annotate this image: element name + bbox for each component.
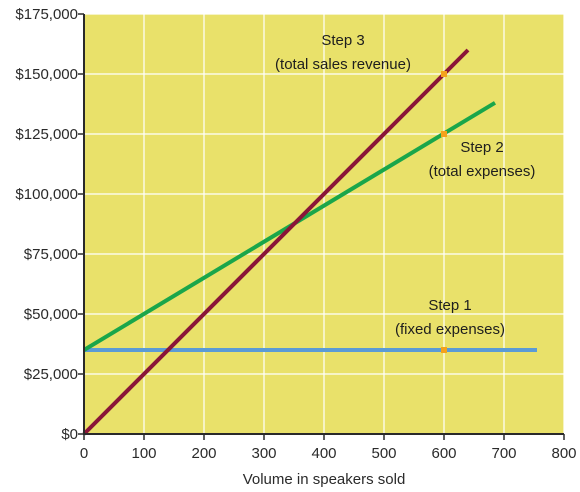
y-tick-label: $0 — [61, 426, 78, 443]
series-line-revenue — [82, 48, 470, 436]
annotation-line: Step 3 — [321, 32, 364, 49]
y-tick-label: $25,000 — [24, 366, 78, 383]
series-lines — [82, 48, 537, 436]
annotation-line: (total expenses) — [429, 163, 536, 180]
x-tick-label: 300 — [251, 445, 276, 462]
y-tick-label: $150,000 — [15, 66, 78, 83]
axes — [78, 13, 565, 440]
x-axis-label: Volume in speakers sold — [243, 471, 406, 488]
data-marker — [441, 71, 447, 77]
data-marker — [441, 131, 447, 137]
x-tick-label: 0 — [80, 445, 88, 462]
annotation-line: (total sales revenue) — [275, 56, 411, 73]
x-tick-label: 400 — [311, 445, 336, 462]
annotation-step1: Step 1 (fixed expenses) — [395, 297, 505, 338]
grid — [84, 13, 565, 434]
y-tick-label: $75,000 — [24, 246, 78, 263]
x-tick-label: 800 — [551, 445, 576, 462]
y-tick-label: $100,000 — [15, 186, 78, 203]
x-tick-label: 600 — [431, 445, 456, 462]
y-tick-label: $50,000 — [24, 306, 78, 323]
x-tick-labels: 0 100 200 300 400 500 600 700 800 — [80, 445, 577, 462]
annotation-line: Step 2 — [460, 139, 503, 156]
annotation-step3: Step 3 (total sales revenue) — [275, 32, 411, 73]
y-tick-label: $125,000 — [15, 126, 78, 143]
step-annotations: Step 1 (fixed expenses) Step 2 (total expen… — [275, 32, 535, 338]
y-tick-labels: $0 $25,000 $50,000 $75,000 $100,000 $125,000 $… — [15, 6, 78, 443]
annotation-line: Step 1 — [428, 297, 471, 314]
x-tick-label: 500 — [371, 445, 396, 462]
annotation-step2: Step 2 (total expenses) — [429, 139, 536, 180]
y-tick-label: $175,000 — [15, 6, 78, 23]
data-marker — [441, 347, 447, 353]
annotation-line: (fixed expenses) — [395, 321, 505, 338]
x-tick-label: 100 — [131, 445, 156, 462]
data-markers — [441, 71, 447, 353]
x-tick-label: 200 — [191, 445, 216, 462]
x-tick-label: 700 — [491, 445, 516, 462]
